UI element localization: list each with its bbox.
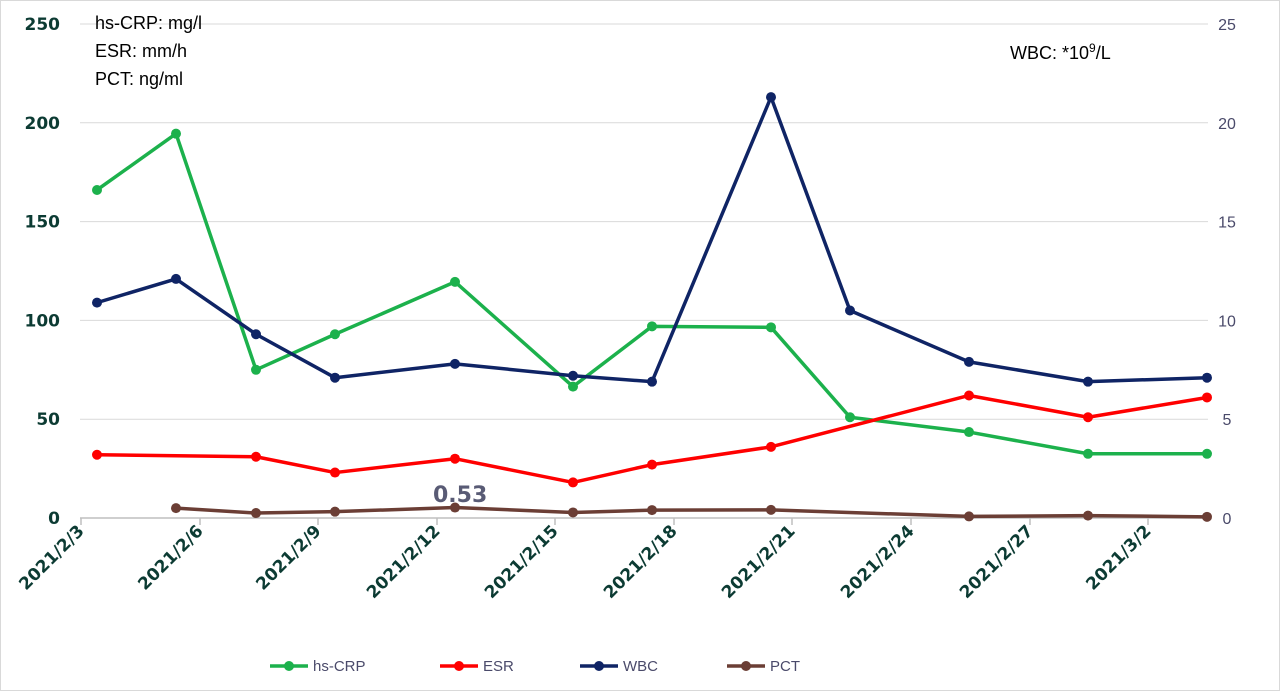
data-point-wbc xyxy=(450,358,460,369)
left-axis-tick-label: 200 xyxy=(25,114,61,134)
legend: hs-CRP ESR WBC PCT xyxy=(270,658,800,675)
data-point-esr xyxy=(647,459,657,470)
data-point-hs-crp xyxy=(171,128,181,139)
legend-label: WBC xyxy=(623,658,658,675)
legend-label: PCT xyxy=(770,658,800,675)
axes xyxy=(80,517,1208,525)
left-axis-tick-label: 150 xyxy=(25,213,61,233)
legend-item-hs-crp: hs-CRP xyxy=(270,658,366,675)
data-point-esr xyxy=(1202,392,1212,403)
legend-item-esr: ESR xyxy=(440,658,514,675)
data-point-esr xyxy=(964,390,974,401)
legend-swatch-marker xyxy=(741,661,751,671)
data-point-hs-crp xyxy=(766,322,776,333)
left-axis-tick-label: 250 xyxy=(25,15,61,35)
data-point-hs-crp xyxy=(92,184,102,195)
data-point-hs-crp xyxy=(647,321,657,332)
data-point-pct xyxy=(330,506,340,517)
data-point-hs-crp xyxy=(450,276,460,287)
data-point-wbc xyxy=(845,305,855,316)
left-axis-tick-label: 50 xyxy=(36,410,60,430)
legend-swatch-marker xyxy=(284,661,294,671)
series-line-hs-crp xyxy=(95,131,1207,456)
series-line-wbc xyxy=(96,95,1208,384)
unit-label-wbc: WBC: *109/L xyxy=(1010,41,1111,63)
gridlines xyxy=(80,23,1208,420)
series-line-esr xyxy=(96,393,1208,485)
data-point-pct xyxy=(964,511,974,522)
data-point-pct xyxy=(1202,511,1212,522)
data-point-esr xyxy=(92,449,102,460)
data-point-esr xyxy=(568,477,578,488)
pct-peak-annotation: 0.53 xyxy=(433,483,487,508)
unit-label-hs-crp: hs-CRP: mg/l xyxy=(95,13,202,33)
series-lines xyxy=(92,92,1212,522)
data-point-pct xyxy=(1083,510,1093,521)
data-point-hs-crp xyxy=(1083,448,1093,459)
data-point-hs-crp xyxy=(568,381,578,392)
data-point-hs-crp xyxy=(845,412,855,423)
left-axis-tick-label: 100 xyxy=(25,311,61,331)
unit-label-pct: PCT: ng/ml xyxy=(95,69,183,89)
right-axis-tick-label: 10 xyxy=(1218,313,1236,330)
unit-label-esr: ESR: mm/h xyxy=(95,41,187,61)
right-axis-tick-label: 15 xyxy=(1218,215,1236,232)
data-point-pct xyxy=(647,505,657,516)
data-point-esr xyxy=(1083,412,1093,423)
legend-label: ESR xyxy=(483,658,514,675)
right-axis-tick-label: 5 xyxy=(1223,412,1232,429)
data-point-pct xyxy=(766,504,776,515)
data-point-wbc xyxy=(1083,376,1093,387)
data-point-pct xyxy=(171,503,181,514)
legend-swatch-marker xyxy=(454,661,464,671)
data-point-pct xyxy=(251,508,261,519)
legend-item-pct: PCT xyxy=(727,658,800,675)
data-point-hs-crp xyxy=(1202,448,1212,459)
data-point-wbc xyxy=(251,329,261,340)
data-point-wbc xyxy=(647,376,657,387)
series-line-pct xyxy=(175,505,1208,519)
data-point-hs-crp xyxy=(330,329,340,340)
data-point-wbc xyxy=(330,372,340,383)
data-point-wbc xyxy=(92,297,102,308)
legend-swatch-marker xyxy=(594,661,604,671)
data-point-hs-crp xyxy=(251,364,261,375)
data-point-pct xyxy=(568,507,578,518)
data-point-wbc xyxy=(766,92,776,103)
right-axis-tick-label: 0 xyxy=(1223,511,1232,528)
legend-item-wbc: WBC xyxy=(580,658,658,675)
data-point-esr xyxy=(330,467,340,478)
data-point-esr xyxy=(251,451,261,462)
data-point-esr xyxy=(450,453,460,464)
data-point-wbc xyxy=(568,370,578,381)
data-point-esr xyxy=(766,441,776,452)
data-point-wbc xyxy=(964,356,974,367)
data-point-pct xyxy=(450,502,460,513)
data-point-wbc xyxy=(171,273,181,284)
legend-label: hs-CRP xyxy=(313,658,366,675)
right-axis-tick-label: 25 xyxy=(1218,17,1236,34)
left-axis-tick-label: 0 xyxy=(48,509,60,529)
data-point-wbc xyxy=(1202,372,1212,383)
right-axis-tick-label: 20 xyxy=(1218,116,1236,133)
data-point-hs-crp xyxy=(964,427,974,438)
